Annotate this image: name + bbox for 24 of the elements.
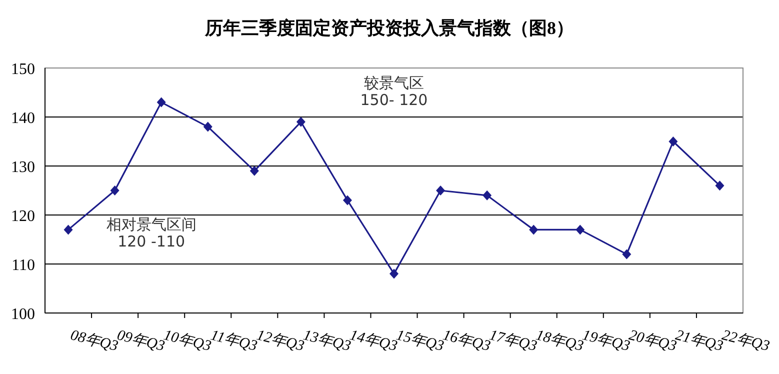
y-tick-label: 140 — [11, 110, 35, 127]
y-tick-label: 100 — [11, 306, 35, 323]
y-tick-label: 120 — [11, 208, 35, 225]
point — [482, 190, 492, 200]
point — [622, 249, 632, 260]
point — [576, 224, 585, 235]
point — [668, 136, 678, 146]
point — [203, 122, 212, 132]
y-tick-label: 150 — [11, 61, 35, 78]
point — [296, 116, 306, 127]
annotation: 相对景气区间 120 -110 — [106, 216, 196, 251]
y-tick-label: 130 — [11, 159, 35, 176]
point — [715, 180, 724, 191]
annotation: 较景气区 150- 120 — [360, 74, 428, 109]
point — [110, 186, 120, 196]
y-tick-label: 110 — [12, 257, 35, 274]
point — [436, 186, 446, 196]
point — [390, 268, 398, 279]
point — [342, 195, 352, 206]
chart-title: 历年三季度固定资产投资投入景气指数（图8） — [204, 18, 574, 38]
point — [250, 166, 259, 176]
point — [156, 97, 166, 108]
point — [64, 224, 73, 235]
point — [529, 224, 538, 235]
